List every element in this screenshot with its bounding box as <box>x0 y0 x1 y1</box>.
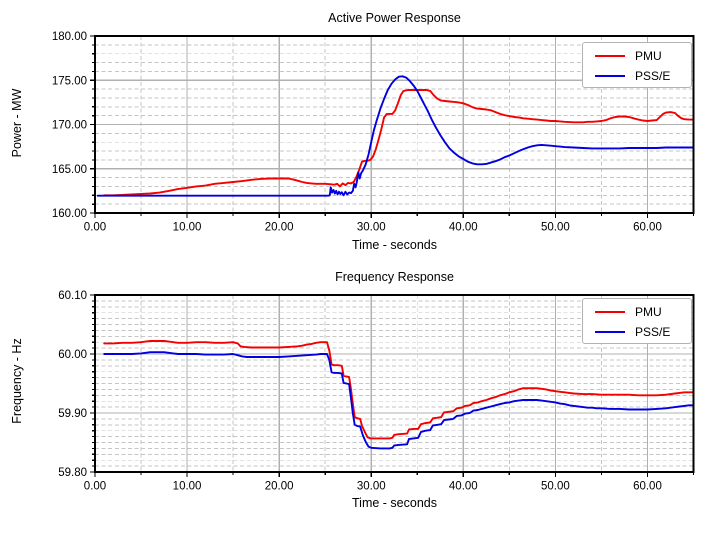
svg-text:0.00: 0.00 <box>84 481 106 493</box>
psse-line-swatch <box>595 74 625 78</box>
svg-text:60.10: 60.10 <box>58 290 87 302</box>
time-x-axis-label-bottom: Time - seconds <box>352 496 437 510</box>
svg-text:0.00: 0.00 <box>84 222 106 234</box>
svg-text:59.90: 59.90 <box>58 408 87 420</box>
legend-top: PMU PSS/E <box>582 42 692 88</box>
svg-text:40.00: 40.00 <box>449 481 478 493</box>
active-power-plot-area: 0.00 10.00 20.00 30.00 40.00 50.00 60.00 160.00… <box>52 31 695 234</box>
svg-text:50.00: 50.00 <box>541 481 570 493</box>
legend-label-pmu: PMU <box>635 49 662 63</box>
svg-text:30.00: 30.00 <box>357 481 386 493</box>
svg-text:60.00: 60.00 <box>58 349 87 361</box>
frequency-plot-area: 0.00 10.00 20.00 30.00 40.00 50.00 60.00 59.80 5… <box>58 290 695 493</box>
legend-bottom: PMU PSS/E <box>582 298 692 344</box>
pmu-line-swatch <box>595 54 625 58</box>
time-x-axis-label-top: Time - seconds <box>352 238 437 252</box>
svg-text:165.00: 165.00 <box>52 164 87 176</box>
legend-item-pmu: PMU <box>583 302 691 322</box>
svg-text:10.00: 10.00 <box>173 481 202 493</box>
svg-text:60.00: 60.00 <box>633 222 662 234</box>
svg-text:180.00: 180.00 <box>52 31 87 43</box>
pmu-line-swatch <box>595 310 625 314</box>
legend-label-psse: PSS/E <box>635 69 671 83</box>
frequency-chart-title: Frequency Response <box>335 270 454 284</box>
svg-text:40.00: 40.00 <box>449 222 478 234</box>
svg-text:175.00: 175.00 <box>52 75 87 87</box>
svg-text:10.00: 10.00 <box>173 222 202 234</box>
svg-text:30.00: 30.00 <box>357 222 386 234</box>
legend-label-pmu: PMU <box>635 305 662 319</box>
svg-text:20.00: 20.00 <box>265 222 294 234</box>
legend-item-pmu: PMU <box>583 46 691 66</box>
legend-item-psse: PSS/E <box>583 322 691 342</box>
legend-label-psse: PSS/E <box>635 325 671 339</box>
svg-text:170.00: 170.00 <box>52 120 87 132</box>
svg-text:60.00: 60.00 <box>633 481 662 493</box>
svg-text:59.80: 59.80 <box>58 467 87 479</box>
svg-text:160.00: 160.00 <box>52 208 87 220</box>
psse-line-swatch <box>595 330 625 334</box>
svg-text:50.00: 50.00 <box>541 222 570 234</box>
legend-item-psse: PSS/E <box>583 66 691 86</box>
svg-text:20.00: 20.00 <box>265 481 294 493</box>
active-power-chart-title: Active Power Response <box>328 11 461 25</box>
